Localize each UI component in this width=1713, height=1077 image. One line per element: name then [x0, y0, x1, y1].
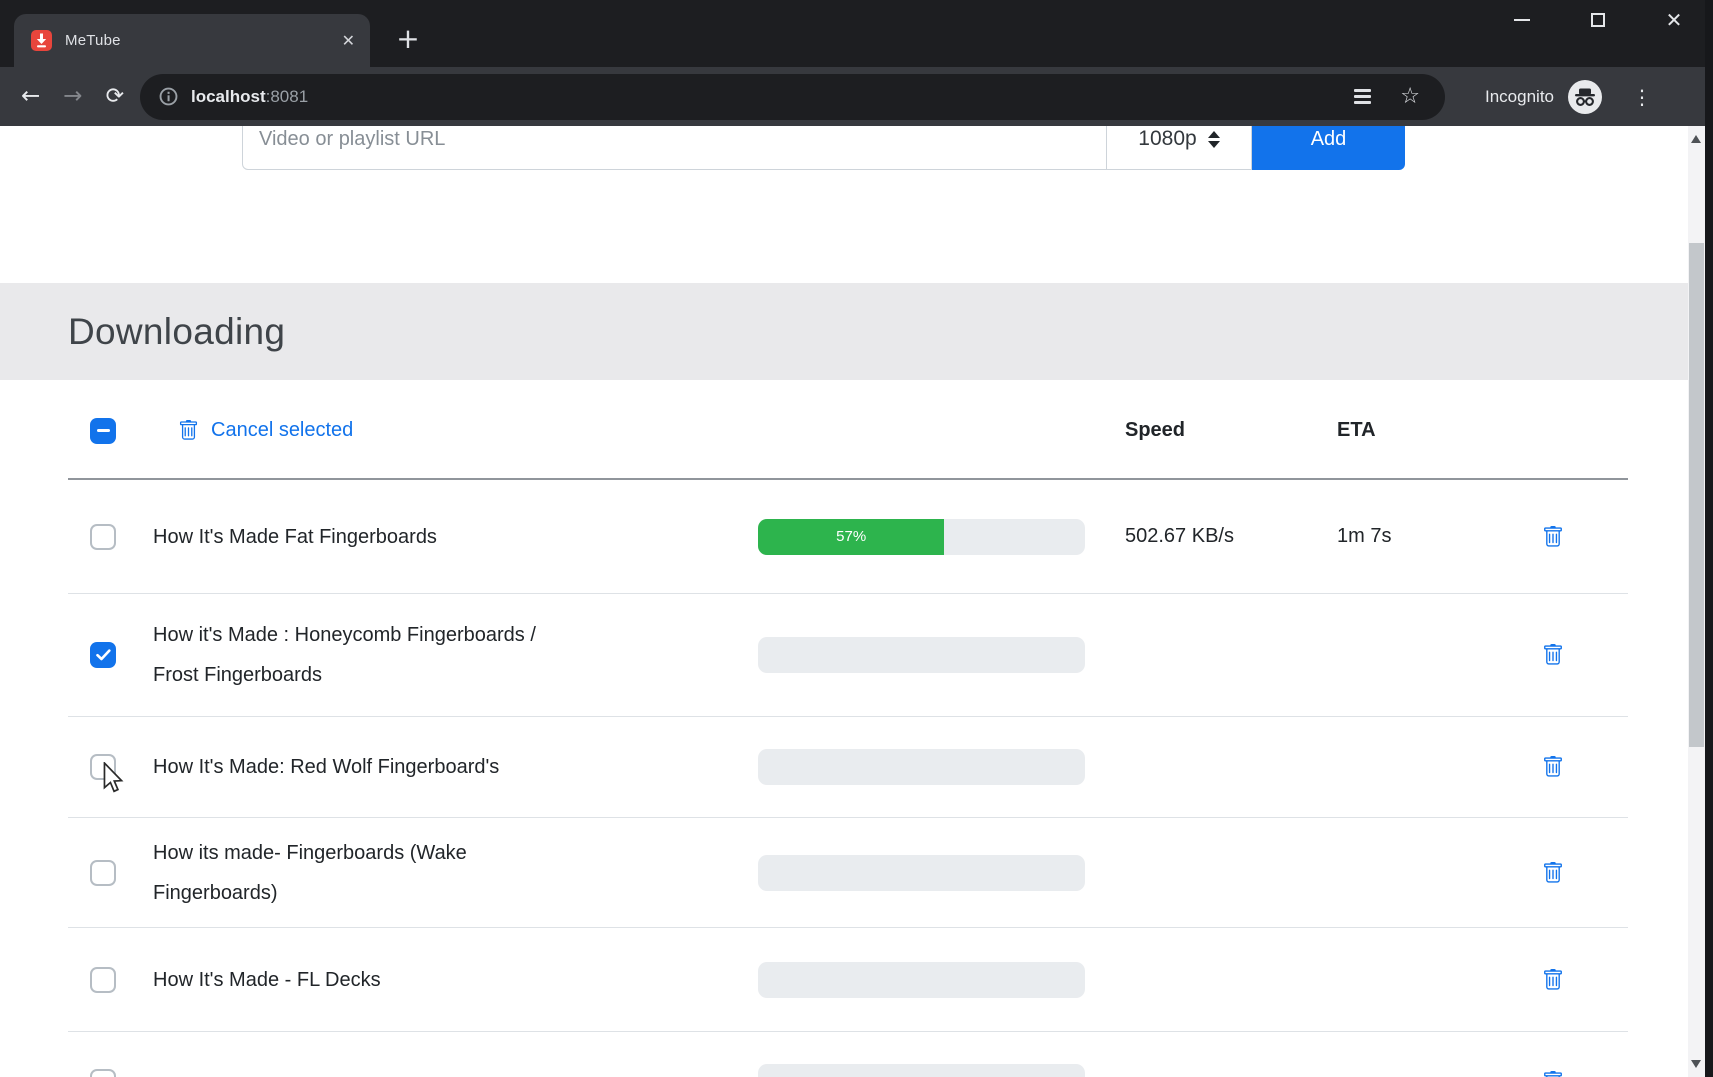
download-row — [68, 1032, 1628, 1077]
row-checkbox[interactable] — [90, 754, 116, 780]
bookmark-star-icon[interactable]: ☆ — [1400, 84, 1420, 109]
eta-column-header: ETA — [1337, 419, 1376, 441]
downloads-table: Cancel selected Speed ETA How It's Made … — [68, 383, 1628, 1077]
row-checkbox[interactable] — [90, 1069, 116, 1077]
download-title: How it's Made : Honeycomb Fingerboards /… — [153, 624, 536, 686]
scrollbar-thumb[interactable] — [1689, 243, 1704, 747]
close-icon: ✕ — [1665, 8, 1683, 32]
delete-download-button trash-icon[interactable] — [1542, 968, 1564, 992]
maximize-icon — [1591, 13, 1605, 27]
back-icon[interactable]: ← — [21, 83, 41, 109]
download-row: How It's Made - FL Decks — [68, 928, 1628, 1032]
progress-label: 57% — [836, 528, 867, 545]
browser-menu-icon[interactable]: ⋮ — [1632, 84, 1652, 109]
trash-icon — [179, 420, 198, 440]
row-checkbox[interactable] — [90, 523, 116, 550]
delete-download-button trash-icon[interactable] — [1542, 525, 1564, 549]
incognito-label: Incognito — [1485, 86, 1554, 106]
video-url-input[interactable] — [242, 126, 1107, 170]
quality-value: 1080p — [1138, 127, 1197, 150]
download-title: How It's Made - FL Decks — [153, 968, 381, 991]
download-title: How It's Made: Red Wolf Fingerboard's — [153, 756, 500, 778]
progress-fill: 57% — [758, 518, 945, 555]
tab-close-icon[interactable]: ✕ — [341, 31, 355, 50]
section-title: Downloading — [68, 310, 286, 352]
incognito-avatar-icon[interactable] — [1568, 79, 1602, 114]
cancel-selected-label: Cancel selected — [211, 419, 354, 441]
download-title: How its made- Fingerboards (Wake Fingerb… — [153, 841, 467, 904]
download-speed: 502.67 KB/s — [1125, 525, 1234, 547]
new-tab-button[interactable]: + — [396, 22, 420, 55]
row-checkbox[interactable] — [90, 642, 116, 668]
delete-download-button trash-icon[interactable] — [1542, 861, 1564, 885]
indeterminate-icon — [96, 428, 110, 433]
select-arrows-icon — [1207, 130, 1220, 148]
select-all-checkbox[interactable] — [90, 417, 116, 444]
check-icon — [95, 649, 111, 661]
url-host: localhost — [191, 86, 266, 106]
delete-download-button trash-icon[interactable] — [1542, 643, 1564, 667]
progress-bar — [758, 1064, 1085, 1077]
minimize-icon — [1514, 19, 1530, 21]
row-checkbox[interactable] — [90, 966, 116, 993]
site-info-icon[interactable] — [159, 87, 178, 106]
download-title: How It's Made Fat Fingerboards — [153, 525, 437, 548]
download-row: How its made- Fingerboards (Wake Fingerb… — [68, 818, 1628, 928]
cancel-selected-button[interactable]: Cancel selected — [178, 419, 758, 442]
browser-toolbar: ← → ⟳ localhost:8081 ☆ Incognito ⋮ — [0, 67, 1713, 126]
window-edge — [1705, 0, 1713, 1077]
delete-download-button trash-icon[interactable] — [1542, 755, 1564, 779]
forward-icon[interactable]: → — [63, 83, 83, 109]
address-bar[interactable]: localhost:8081 ☆ — [140, 73, 1445, 120]
downloads-table-header: Cancel selected Speed ETA — [68, 383, 1628, 480]
page-scrollbar[interactable] — [1688, 126, 1705, 1077]
download-row: How it's Made : Honeycomb Fingerboards /… — [68, 594, 1628, 717]
url-port: :8081 — [265, 86, 309, 106]
progress-bar — [758, 637, 1085, 673]
tab-title: MeTube — [65, 32, 121, 49]
progress-bar — [758, 749, 1085, 785]
window-close-button[interactable]: ✕ — [1651, 0, 1697, 40]
browser-tab[interactable]: MeTube ✕ — [14, 14, 370, 67]
reload-icon[interactable]: ⟳ — [105, 83, 124, 109]
download-eta: 1m 7s — [1337, 525, 1392, 547]
downloading-section-header: Downloading — [0, 283, 1713, 380]
scroll-down-icon[interactable] — [1691, 1060, 1701, 1068]
add-download-form: 1080p Add — [242, 126, 1405, 170]
reading-list-icon[interactable] — [1354, 89, 1372, 104]
browser-titlebar: MeTube ✕ + ✕ — [0, 0, 1713, 67]
metube-page: 1080p Add Downloading Canc — [0, 126, 1713, 1077]
progress-bar — [758, 854, 1085, 891]
window-maximize-button[interactable] — [1575, 0, 1621, 40]
delete-download-button trash-icon[interactable] — [1542, 1070, 1564, 1077]
download-row: How It's Made: Red Wolf Fingerboard's — [68, 717, 1628, 818]
downloads-rows: How It's Made Fat Fingerboards 57% 502.67 … — [68, 480, 1628, 1077]
add-button[interactable]: Add — [1252, 126, 1405, 170]
scroll-up-icon[interactable] — [1691, 135, 1701, 143]
download-row: How It's Made Fat Fingerboards 57% 502.67 … — [68, 480, 1628, 594]
speed-column-header: Speed — [1125, 419, 1186, 441]
progress-bar — [758, 961, 1085, 998]
metube-favicon-icon — [31, 30, 52, 51]
row-checkbox[interactable] — [90, 859, 116, 886]
window-minimize-button[interactable] — [1499, 0, 1545, 40]
quality-select[interactable]: 1080p — [1107, 126, 1252, 170]
progress-bar: 57% — [758, 518, 1085, 555]
